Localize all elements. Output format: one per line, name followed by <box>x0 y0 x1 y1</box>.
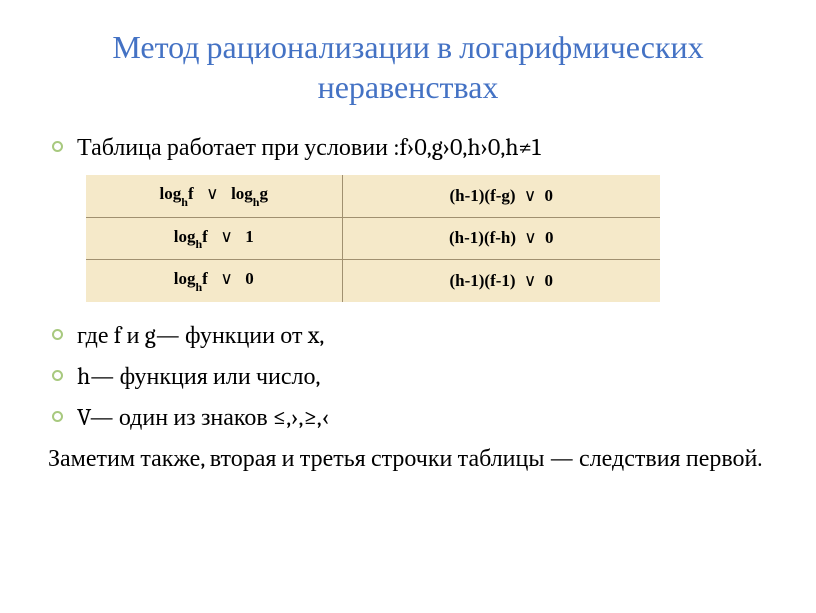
table-cell-left: loghf ∨ loghg <box>86 175 342 217</box>
table-cell-right: (h-1)(f-g) ∨ 0 <box>342 175 660 217</box>
table-cell-left: loghf ∨ 1 <box>86 217 342 259</box>
table-row: loghf ∨ 1(h-1)(f-h) ∨ 0 <box>86 217 660 259</box>
table-cell-right: (h-1)(f-1) ∨ 0 <box>342 260 660 302</box>
rationalization-table-wrapper: loghf ∨ loghg(h-1)(f-g) ∨ 0loghf ∨ 1(h-1… <box>86 175 768 301</box>
rationalization-table: loghf ∨ loghg(h-1)(f-g) ∨ 0loghf ∨ 1(h-1… <box>86 175 660 301</box>
bullet-dot-icon <box>52 329 63 340</box>
bullet-item-1: Таблица работает при условии :f›0,g›0,h›… <box>48 132 768 163</box>
slide-title: Метод рационализации в логарифмических н… <box>48 28 768 108</box>
bullet-item-2: где f и g— функции от x, <box>48 320 768 351</box>
bullet-text-1: Таблица работает при условии :f›0,g›0,h›… <box>77 132 541 163</box>
bullet-item-4: V— один из знаков ≤,›,≥,‹ <box>48 402 768 433</box>
bullet-dot-icon <box>52 370 63 381</box>
table-cell-left: loghf ∨ 0 <box>86 260 342 302</box>
table-row: loghf ∨ loghg(h-1)(f-g) ∨ 0 <box>86 175 660 217</box>
note-text: Заметим также, вторая и третья строчки т… <box>48 443 768 474</box>
bullet-text-3: h— функция или число, <box>77 361 320 392</box>
table-row: loghf ∨ 0(h-1)(f-1) ∨ 0 <box>86 260 660 302</box>
bullet-dot-icon <box>52 141 63 152</box>
bullet-dot-icon <box>52 411 63 422</box>
bullet-text-4: V— один из знаков ≤,›,≥,‹ <box>77 402 329 433</box>
bullet-text-2: где f и g— функции от x, <box>77 320 324 351</box>
table-cell-right: (h-1)(f-h) ∨ 0 <box>342 217 660 259</box>
bullet-item-3: h— функция или число, <box>48 361 768 392</box>
